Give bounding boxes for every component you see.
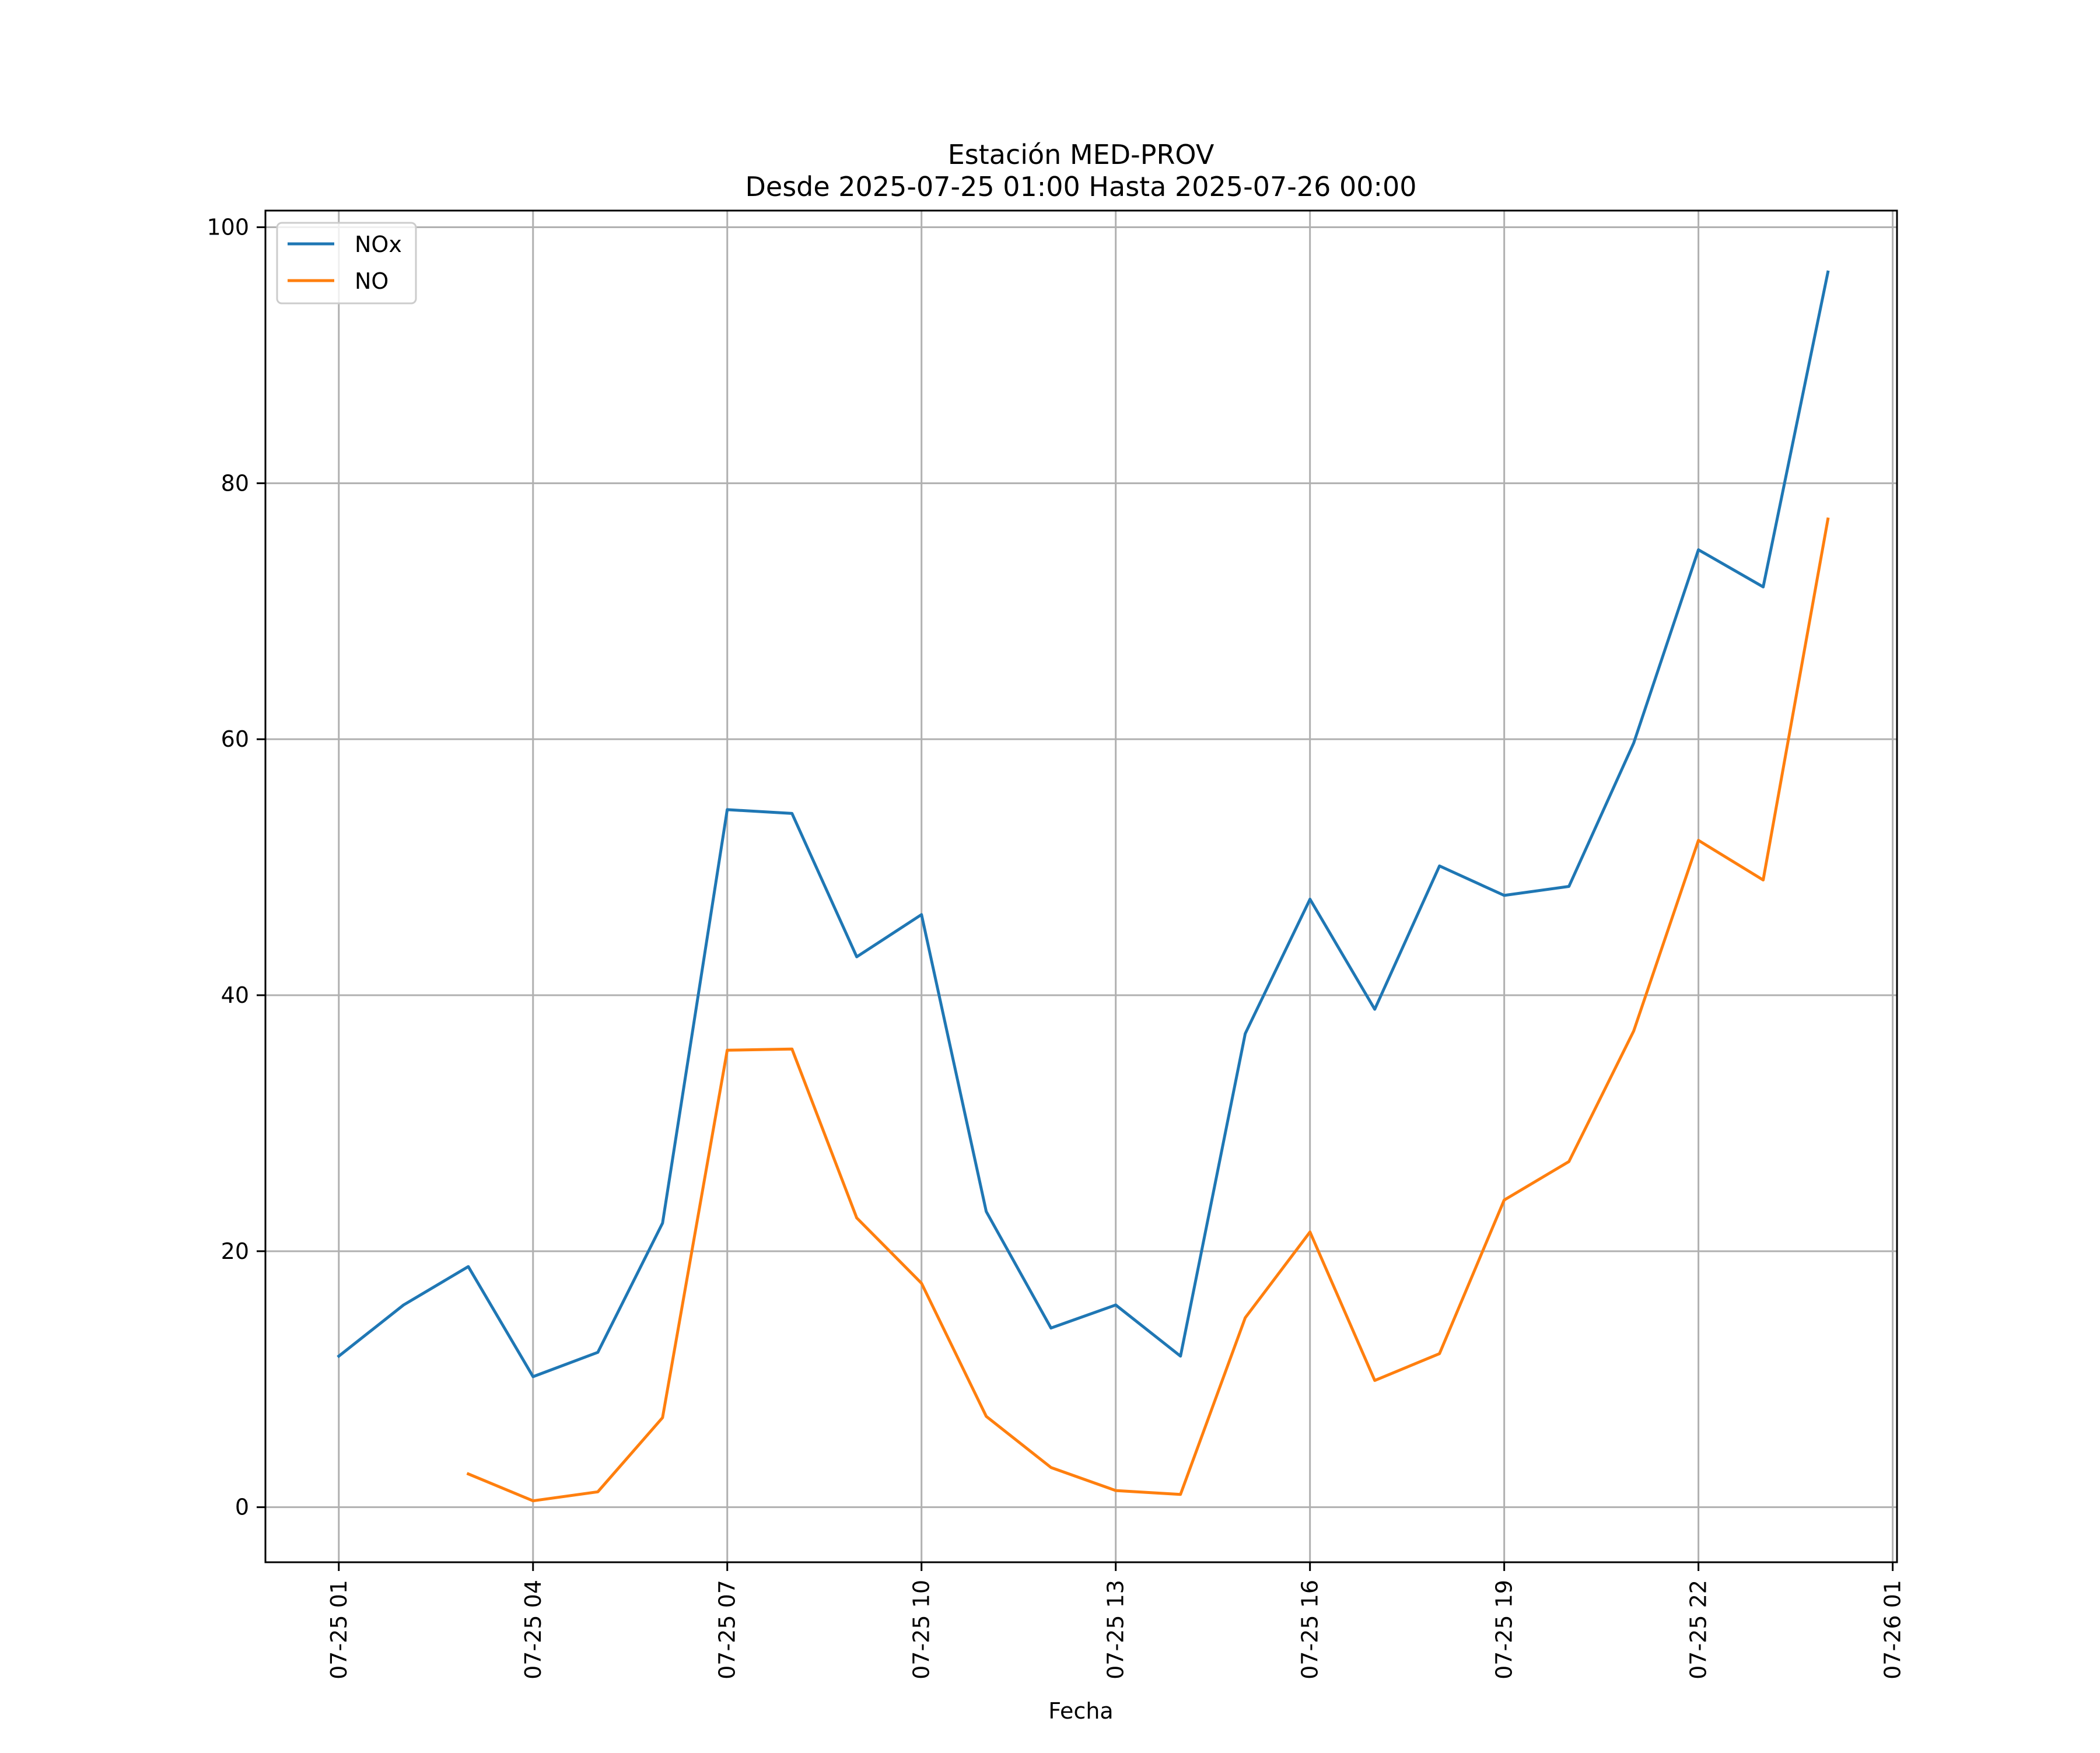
x-axis: 07-25 01 07-25 04 07-25 07 07-25 10 07-25 13… (326, 1562, 1906, 1679)
y-tick-label: 100 (206, 215, 249, 240)
x-tick-label: 07-25 04 (520, 1580, 546, 1679)
plot-frame (264, 209, 1898, 1563)
chart-subtitle: Desde 2025-07-25 01:00 Hasta 2025-07-26 … (745, 171, 1416, 202)
legend: NOx NO (276, 222, 417, 305)
y-tick-label: 0 (235, 1495, 249, 1520)
legend-label-nox: NOx (355, 232, 402, 257)
y-tick-label: 40 (221, 982, 249, 1008)
legend-label-no: NO (355, 268, 388, 294)
x-tick-label: 07-26 01 (1880, 1580, 1906, 1679)
x-tick-label: 07-25 13 (1103, 1580, 1129, 1679)
x-tick-label: 07-25 10 (909, 1580, 935, 1679)
y-tick-label: 20 (221, 1238, 249, 1264)
x-tick-label: 07-25 07 (715, 1580, 740, 1679)
grid (265, 211, 1897, 1562)
y-tick-label: 80 (221, 470, 249, 496)
series-layer (337, 270, 1830, 1503)
x-axis-label: Fecha (1048, 1698, 1113, 1724)
x-tick-label: 07-25 19 (1492, 1580, 1517, 1679)
y-axis: 0 20 40 60 80 100 (206, 215, 265, 1520)
series-line-nox (337, 270, 1830, 1378)
chart-title: Estación MED-PROV (948, 139, 1214, 170)
series-line-no (466, 517, 1830, 1503)
y-tick-label: 60 (221, 726, 249, 752)
x-tick-label: 07-25 22 (1686, 1580, 1712, 1679)
x-tick-label: 07-25 01 (326, 1580, 352, 1679)
x-tick-label: 07-25 16 (1297, 1580, 1323, 1679)
